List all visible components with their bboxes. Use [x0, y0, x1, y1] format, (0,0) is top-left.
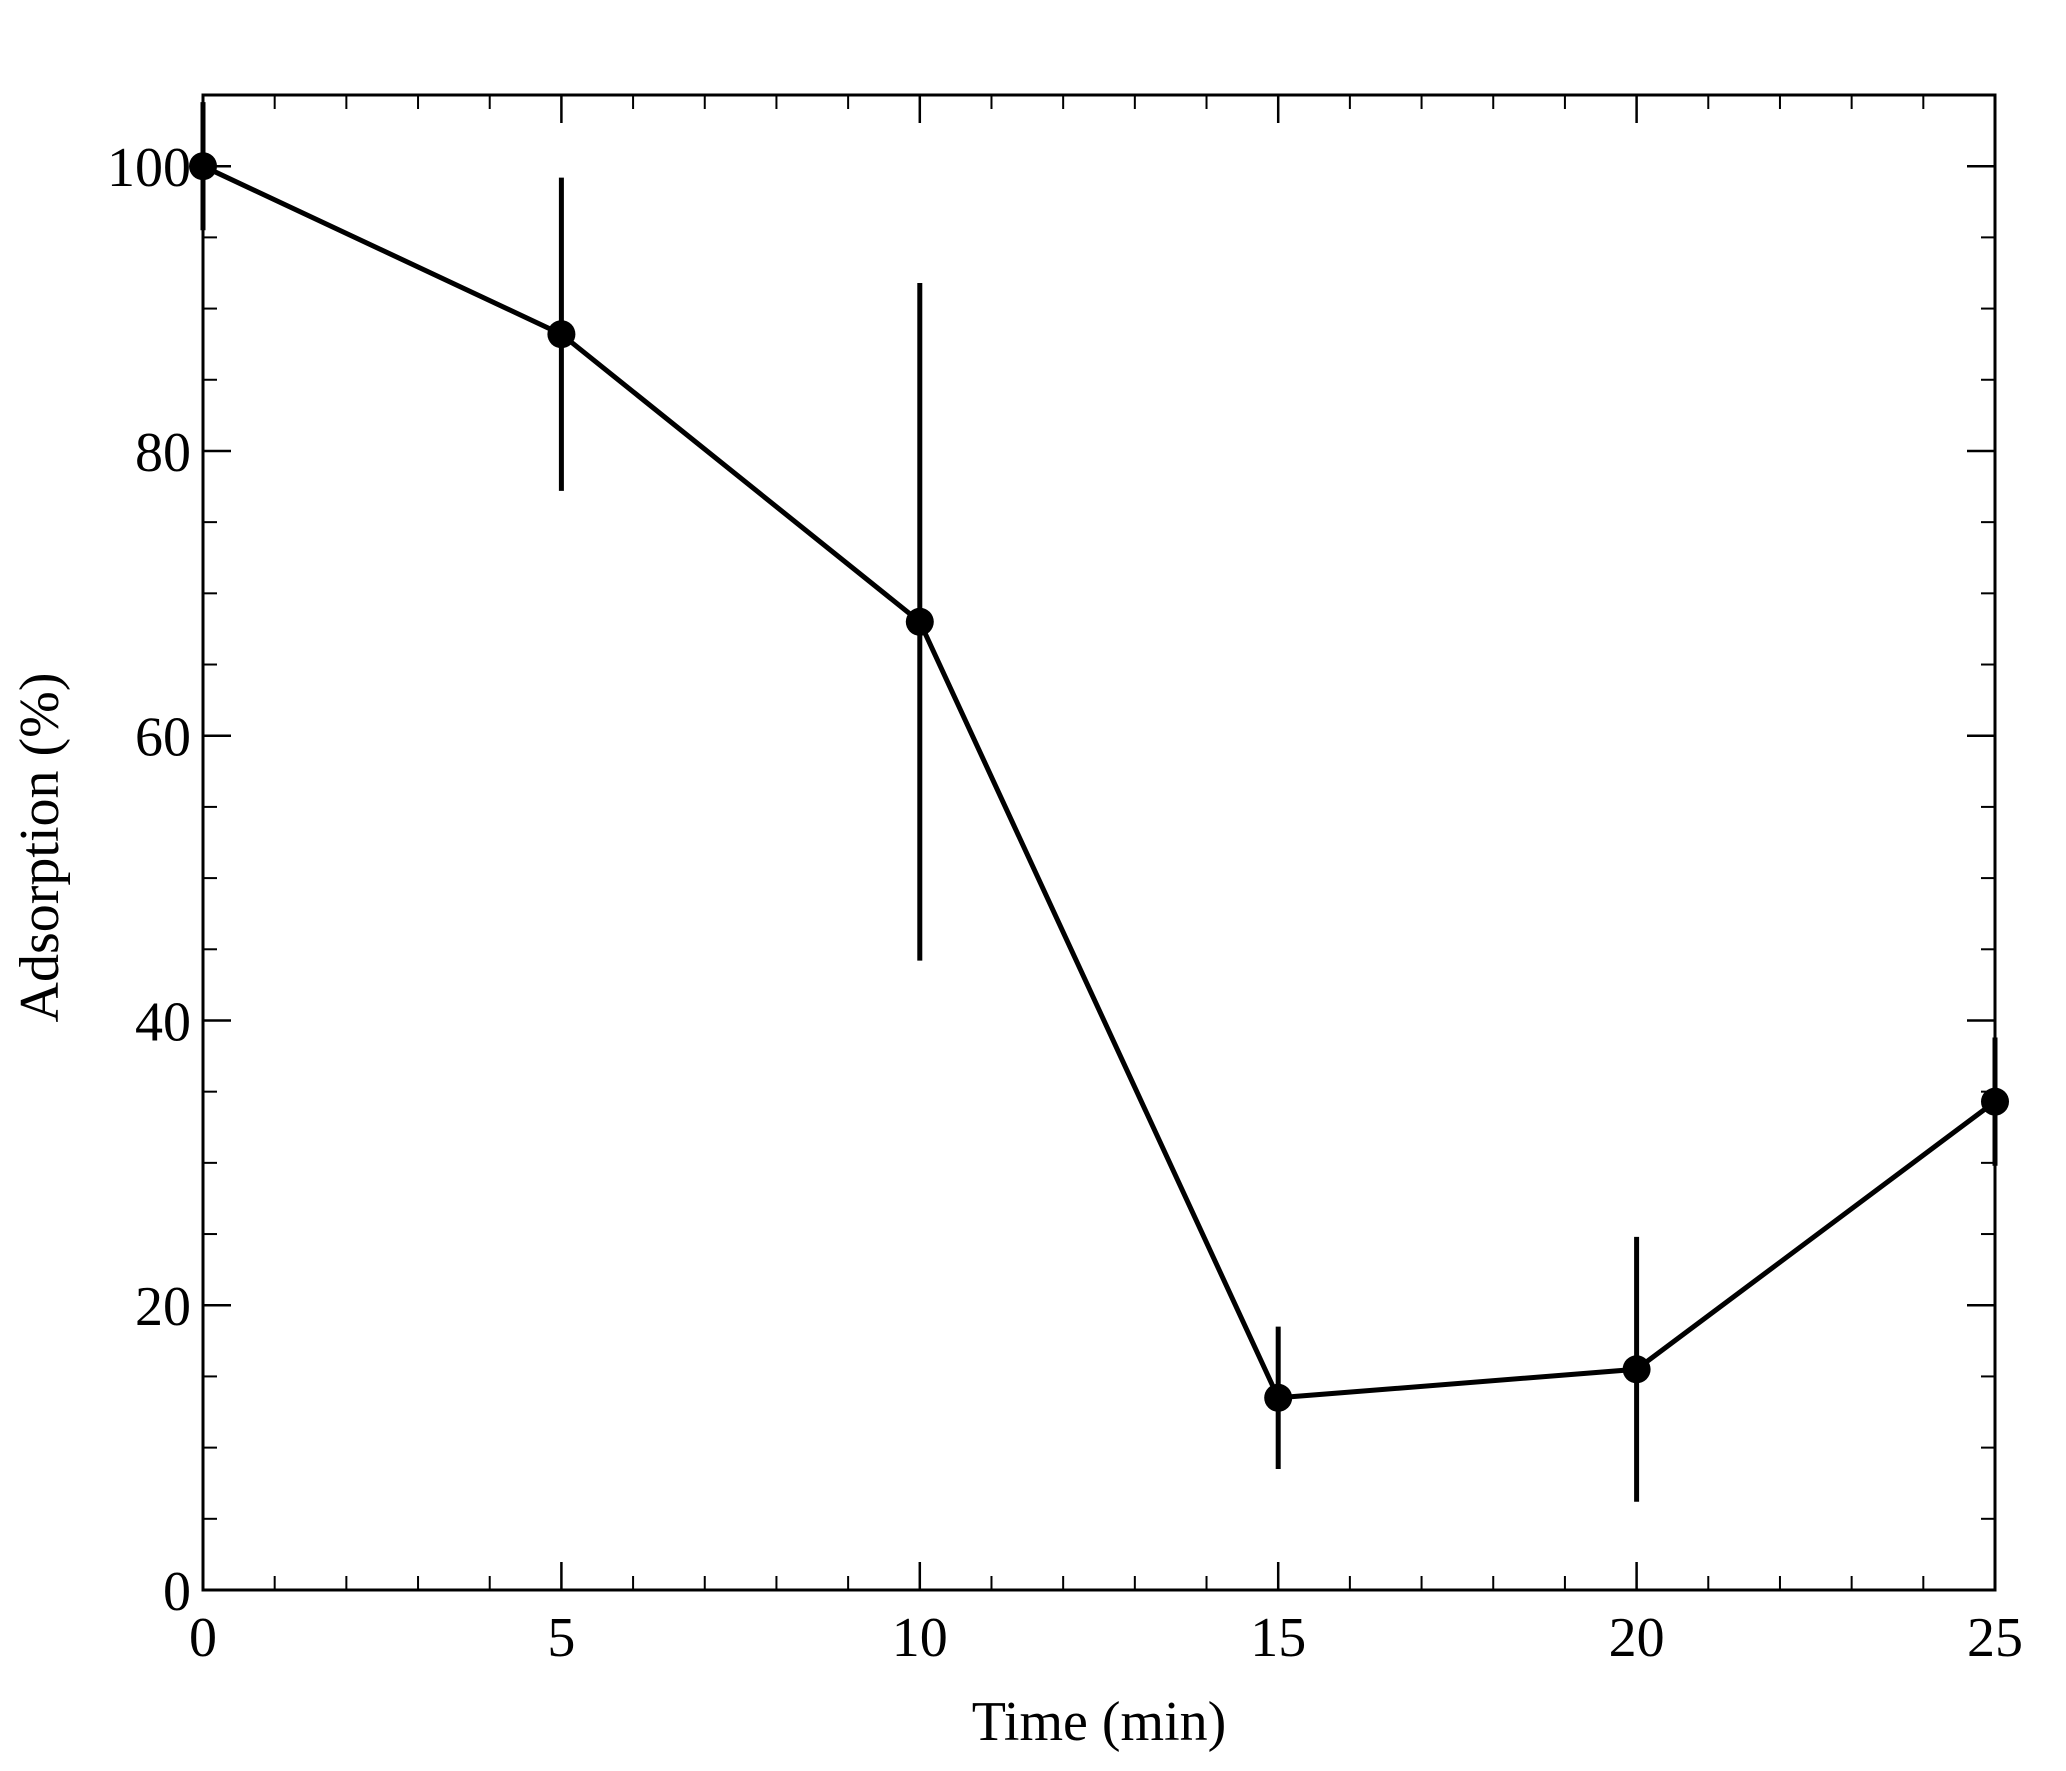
data-point [905, 607, 934, 636]
y-tick-label: 60 [135, 707, 191, 769]
x-tick-label: 5 [547, 1607, 575, 1669]
plot-frame [201, 93, 1997, 1592]
x-tick-labels: 0 5 10 15 20 25 [189, 1607, 2023, 1669]
x-axis-label: Time (min) [972, 1691, 1227, 1753]
y-tick-label: 20 [135, 1276, 191, 1338]
y-tick-labels: 0 20 40 60 80 100 [107, 137, 191, 1623]
y-tick-label: 0 [163, 1561, 191, 1623]
error-bars [200, 102, 1998, 1502]
x-tick-label: 0 [189, 1607, 217, 1669]
x-tick-label: 20 [1609, 1607, 1665, 1669]
minor-ticks [203, 94, 1995, 1590]
y-tick-label: 100 [107, 137, 191, 199]
x-tick-label: 10 [892, 1607, 948, 1669]
series-line [201, 163, 1997, 1401]
data-point [547, 320, 576, 349]
x-tick-label: 25 [1967, 1607, 2023, 1669]
data-point [1622, 1355, 1651, 1384]
y-tick-label: 80 [135, 422, 191, 484]
data-point [1264, 1383, 1293, 1412]
y-axis-label: Adsorption (%) [9, 673, 71, 1023]
x-tick-label: 15 [1250, 1607, 1306, 1669]
data-markers [189, 152, 2009, 1412]
major-ticks [201, 95, 1997, 1592]
y-tick-label: 40 [135, 991, 191, 1053]
